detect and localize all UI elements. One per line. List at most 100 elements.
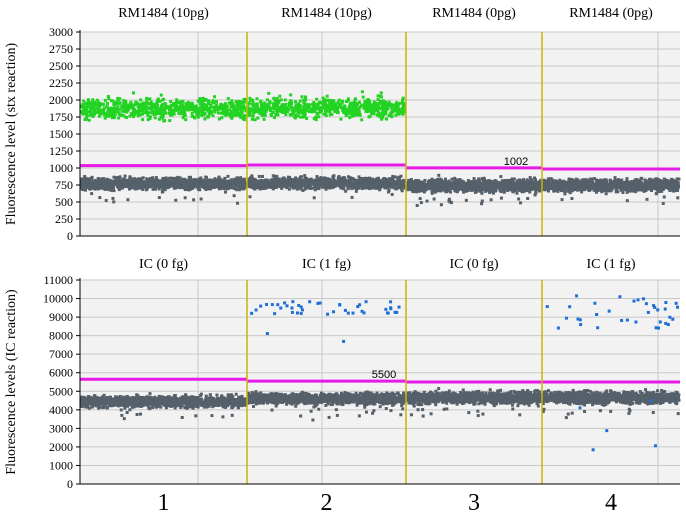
droplet-point [374, 182, 378, 186]
droplet-point [242, 177, 246, 181]
droplet-point [639, 180, 643, 184]
droplet-point [609, 189, 613, 193]
droplet-point [133, 180, 137, 184]
droplet-point [329, 107, 333, 111]
droplet-point [344, 109, 348, 113]
droplet-point [155, 108, 159, 112]
droplet-point [510, 182, 514, 186]
droplet-point [204, 175, 208, 179]
droplet-point [311, 110, 315, 114]
droplet-point [307, 110, 311, 114]
droplet-point [489, 198, 493, 202]
droplet-point [370, 105, 374, 109]
droplet-point [263, 101, 267, 105]
droplet-point [329, 179, 333, 183]
droplet-point [378, 180, 382, 184]
droplet-point [163, 109, 167, 113]
droplet-point [172, 176, 176, 180]
droplet-point [471, 181, 475, 185]
droplet-point [425, 199, 429, 203]
droplet-point [108, 110, 112, 114]
droplet-point [352, 183, 356, 187]
droplet-point [238, 186, 242, 190]
droplet-point [480, 202, 484, 206]
droplet-point [287, 101, 291, 105]
droplet-point [332, 107, 336, 111]
droplet-point [229, 105, 233, 109]
droplet-point [283, 98, 287, 102]
droplet-point [499, 184, 503, 188]
droplet-point [139, 113, 143, 117]
droplet-point [449, 201, 453, 205]
droplet-point [83, 188, 87, 192]
droplet-point [431, 187, 435, 191]
droplet-point [210, 182, 214, 186]
droplet-point [251, 114, 255, 118]
droplet-point [193, 183, 197, 187]
droplet-point [160, 107, 164, 111]
droplet-point [367, 109, 371, 113]
droplet-point [253, 118, 257, 122]
droplet-point [124, 99, 128, 103]
droplet-point [159, 179, 163, 183]
droplet-point [531, 180, 535, 184]
droplet-point [525, 184, 529, 188]
droplet-point [145, 186, 149, 190]
droplet-point [277, 181, 281, 185]
droplet-point [344, 100, 348, 104]
droplet-point [192, 185, 196, 189]
droplet-point [534, 189, 538, 193]
droplet-point [408, 183, 412, 187]
droplet-point [100, 111, 104, 115]
droplet-point [236, 110, 240, 114]
droplet-point [502, 189, 506, 193]
droplet-point [153, 181, 157, 185]
droplet-point [99, 108, 103, 112]
droplet-point [87, 118, 91, 122]
droplet-point [193, 180, 197, 184]
droplet-point [222, 182, 226, 186]
droplet-point [231, 103, 235, 107]
droplet-point [288, 180, 292, 184]
droplet-point [356, 186, 360, 190]
droplet-point [111, 113, 115, 117]
droplet-point [377, 182, 381, 186]
droplet-point [244, 97, 248, 101]
droplet-point [97, 114, 101, 118]
droplet-point [253, 179, 257, 183]
droplet-point [447, 179, 451, 183]
droplet-point [251, 101, 255, 105]
droplet-point [284, 182, 288, 186]
droplet-point [190, 111, 194, 115]
droplet-point [89, 187, 93, 191]
droplet-point [337, 104, 341, 108]
droplet-point [482, 181, 486, 185]
droplet-point [436, 177, 440, 181]
droplet-point [184, 118, 188, 122]
droplet-point [333, 183, 337, 187]
droplet-point [294, 113, 298, 117]
droplet-point [348, 109, 352, 113]
droplet-point [107, 97, 111, 101]
droplet-point [172, 112, 176, 116]
droplet-point [454, 181, 458, 185]
droplet-point [332, 184, 336, 188]
droplet-point [383, 102, 387, 106]
droplet-point [217, 175, 221, 179]
droplet-point [164, 111, 168, 115]
droplet-point [563, 192, 567, 196]
droplet-point [346, 99, 350, 103]
droplet-point [200, 103, 204, 107]
negative-droplet-series [246, 174, 407, 200]
droplet-point [360, 118, 364, 122]
droplet-point [131, 109, 135, 113]
droplet-point [367, 187, 371, 191]
droplet-point [255, 102, 259, 106]
droplet-point [230, 99, 234, 103]
droplet-point [364, 109, 368, 113]
droplet-point [125, 104, 129, 108]
droplet-point [269, 106, 273, 110]
droplet-point [395, 101, 399, 105]
droplet-point [352, 111, 356, 115]
droplet-point [246, 184, 250, 188]
